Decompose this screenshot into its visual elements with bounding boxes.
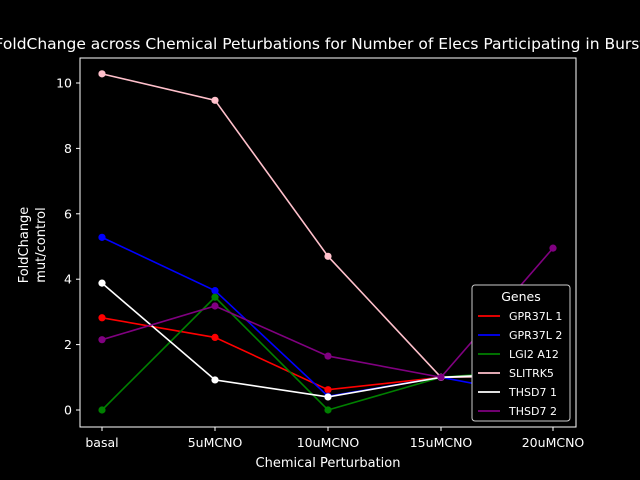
data-point — [324, 252, 332, 260]
chart-title: FoldChange across Chemical Peturbations … — [0, 35, 640, 53]
y-tick-label: 8 — [64, 141, 72, 156]
data-point — [211, 287, 219, 295]
legend-label: GPR37L 1 — [509, 310, 562, 323]
legend-label: LGI2 A12 — [509, 348, 559, 361]
y-tick-label: 10 — [56, 76, 72, 91]
data-point — [98, 70, 106, 78]
data-point — [324, 352, 332, 360]
data-point — [98, 233, 106, 241]
y-tick-label: 4 — [64, 272, 72, 287]
y-axis-label-line1: FoldChange — [17, 207, 32, 284]
y-axis-label-line2: mut/control — [34, 207, 49, 282]
data-point — [211, 96, 219, 104]
data-point — [98, 279, 106, 287]
x-tick-label: 5uMCNO — [188, 435, 243, 450]
x-tick-label: 20uMCNO — [522, 435, 585, 450]
data-point — [98, 314, 106, 322]
x-tick-label: 15uMCNO — [410, 435, 473, 450]
x-axis-label: Chemical Perturbation — [256, 456, 401, 471]
y-axis: 0 2 4 6 8 10 — [56, 76, 80, 418]
data-point — [324, 386, 332, 394]
x-tick-label: 10uMCNO — [297, 435, 360, 450]
data-point — [98, 336, 106, 344]
x-tick-label: basal — [85, 435, 118, 450]
legend-title: Genes — [501, 289, 541, 304]
data-point — [549, 244, 557, 252]
y-tick-label: 2 — [64, 337, 72, 352]
legend-label: SLITRK5 — [509, 367, 554, 380]
y-tick-label: 0 — [64, 403, 72, 418]
data-point — [437, 373, 445, 381]
legend-label: GPR37L 2 — [509, 329, 562, 342]
legend-box — [471, 284, 571, 422]
legend-label: THSD7 1 — [508, 386, 557, 399]
legend-label: THSD7 2 — [508, 405, 557, 418]
data-point — [98, 406, 106, 414]
legend: Genes GPR37L 1 GPR37L 2 LGI2 A12 SLITRK5 THS… — [471, 284, 571, 422]
x-axis: basal 5uMCNO 10uMCNO 15uMCNO 20uMCNO — [85, 427, 584, 450]
data-point — [324, 406, 332, 414]
data-point — [211, 333, 219, 342]
y-tick-label: 6 — [64, 206, 72, 221]
legend-items: GPR37L 1 GPR37L 2 LGI2 A12 SLITRK5 THSD7 1 TH… — [478, 310, 562, 418]
data-point — [211, 293, 219, 301]
data-point — [211, 302, 219, 310]
data-point — [211, 376, 219, 384]
data-point — [324, 393, 332, 401]
